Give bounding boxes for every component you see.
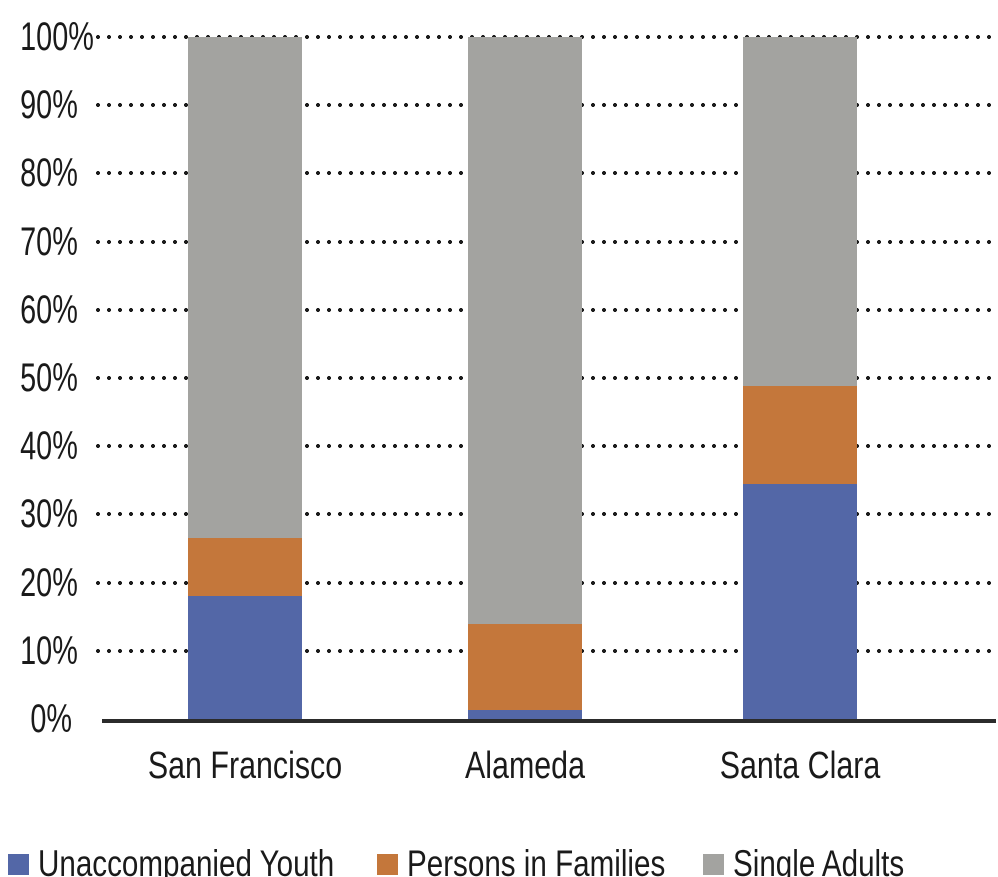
y-tick-label-100: 100% — [20, 15, 94, 59]
legend-item-unaccompanied-youth: Unaccompanied Youth — [8, 845, 408, 877]
legend-label-unaccompanied-youth: Unaccompanied Youth — [38, 843, 335, 877]
y-tick-label-60: 60% — [20, 287, 78, 332]
y-tick-label-90: 90% — [20, 83, 78, 128]
y-tick-label-20: 20% — [20, 560, 78, 605]
bar-santa-clara — [743, 37, 857, 719]
legend-item-persons-in-families: Persons in Families — [377, 845, 730, 877]
bar-segment-santa-clara-unaccompanied-youth — [743, 483, 857, 719]
bar-alameda — [468, 37, 582, 719]
bar-segment-alameda-unaccompanied-youth — [468, 710, 582, 719]
x-label-santa-clara: Santa Clara — [719, 745, 881, 787]
legend-label-persons-in-families: Persons in Families — [407, 843, 666, 877]
bar-segment-santa-clara-persons-in-families — [743, 386, 857, 484]
legend-swatch-unaccompanied-youth — [8, 853, 29, 875]
bar-segment-san-francisco-single-adults — [188, 37, 302, 539]
y-tick-label-50: 50% — [20, 356, 78, 400]
x-axis-line — [102, 719, 996, 723]
x-label-san-francisco: San Francisco — [147, 745, 343, 787]
y-tick-label-70: 70% — [20, 219, 78, 264]
legend-swatch-persons-in-families — [377, 853, 398, 875]
bar-segment-alameda-persons-in-families — [468, 623, 582, 711]
legend-item-single-adults: Single Adults — [703, 845, 947, 877]
y-tick-label-30: 30% — [20, 492, 78, 537]
y-tick-label-80: 80% — [20, 151, 78, 196]
legend-label-single-adults: Single Adults — [733, 843, 905, 877]
bar-san-francisco — [188, 37, 302, 719]
bar-segment-santa-clara-single-adults — [743, 37, 857, 387]
x-label-alameda: Alameda — [465, 745, 585, 787]
y-tick-label-10: 10% — [20, 628, 78, 673]
legend-swatch-single-adults — [703, 853, 724, 875]
y-tick-label-0: 0% — [30, 697, 72, 741]
bar-segment-alameda-single-adults — [468, 37, 582, 624]
y-tick-label-40: 40% — [20, 424, 78, 469]
bar-segment-san-francisco-persons-in-families — [188, 538, 302, 597]
bar-segment-san-francisco-unaccompanied-youth — [188, 596, 302, 719]
